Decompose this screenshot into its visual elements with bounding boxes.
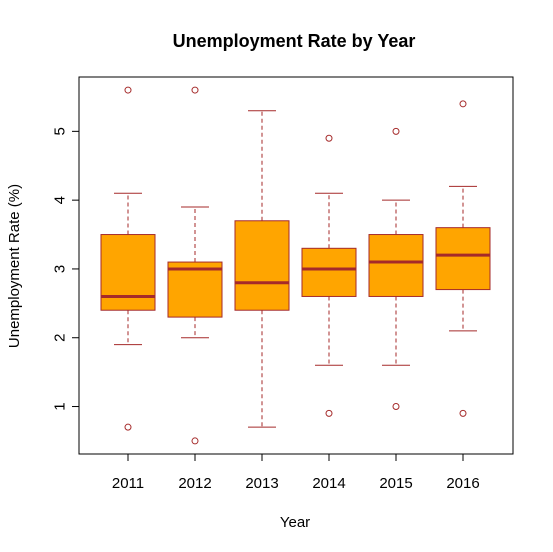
outlier-point [191,437,199,445]
box-2011 [100,86,156,431]
outlier-point [392,403,400,411]
y-tick-label: 2 [52,334,69,342]
iqr-box [435,227,491,291]
y-tick-label: 4 [52,196,69,204]
iqr-box [368,234,424,297]
x-tick-label: 2016 [446,475,479,492]
outlier-point [392,127,400,135]
iqr-box [167,261,223,318]
outlier-point [325,134,333,142]
box-2013 [234,110,290,428]
y-axis-label: Unemployment Rate (%) [6,184,23,348]
chart-title: Unemployment Rate by Year [173,31,416,51]
box-2016 [435,100,491,417]
x-axis: 2011 2012 2013 2014 2015 2016 [112,453,480,492]
x-tick-label: 2013 [245,475,278,492]
boxes-layer [100,86,491,445]
x-tick-label: 2014 [312,475,345,492]
box-2012 [167,86,223,445]
iqr-box [234,220,290,311]
outlier-point [459,100,467,108]
y-tick-label: 1 [52,402,69,410]
outlier-point [124,86,132,94]
iqr-box [301,247,357,297]
iqr-box [100,234,156,311]
x-tick-label: 2012 [178,475,211,492]
x-tick-label: 2011 [112,475,144,492]
box-2015 [368,127,424,411]
outlier-point [459,409,467,417]
outlier-point [191,86,199,94]
x-tick-label: 2015 [379,475,412,492]
y-tick-label: 5 [52,127,69,135]
box-2014 [301,134,357,417]
y-tick-label: 3 [52,265,69,273]
x-axis-label: Year [280,514,310,531]
outlier-point [325,409,333,417]
y-axis: 1 2 3 4 5 [52,127,80,411]
outlier-point [124,423,132,431]
